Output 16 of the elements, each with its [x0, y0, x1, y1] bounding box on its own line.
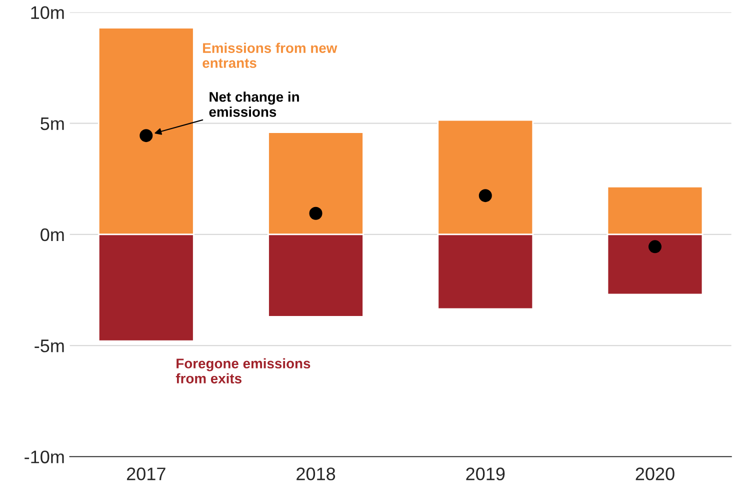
- y-tick-label: 5m: [40, 117, 64, 130]
- y-tick-label: -5m: [34, 340, 64, 352]
- point: [309, 206, 322, 220]
- point: [478, 189, 492, 202]
- y-tick-label: 0m: [40, 228, 64, 242]
- text: Net change in emissions: [209, 92, 299, 117]
- x-tick-label: 2018: [296, 468, 336, 480]
- point: [648, 240, 662, 254]
- y-tick-label: -10m: [24, 450, 64, 464]
- y-tick-label: 10m: [31, 6, 64, 19]
- x-tick-label: 2017: [126, 468, 166, 480]
- series-label: Foregone emissions from exits: [176, 358, 310, 384]
- x-tick-label: 2019: [466, 468, 505, 480]
- point: [140, 129, 153, 142]
- x-tick-label: 2020: [636, 468, 674, 480]
- series-label: Emissions from new entrants: [202, 42, 338, 68]
